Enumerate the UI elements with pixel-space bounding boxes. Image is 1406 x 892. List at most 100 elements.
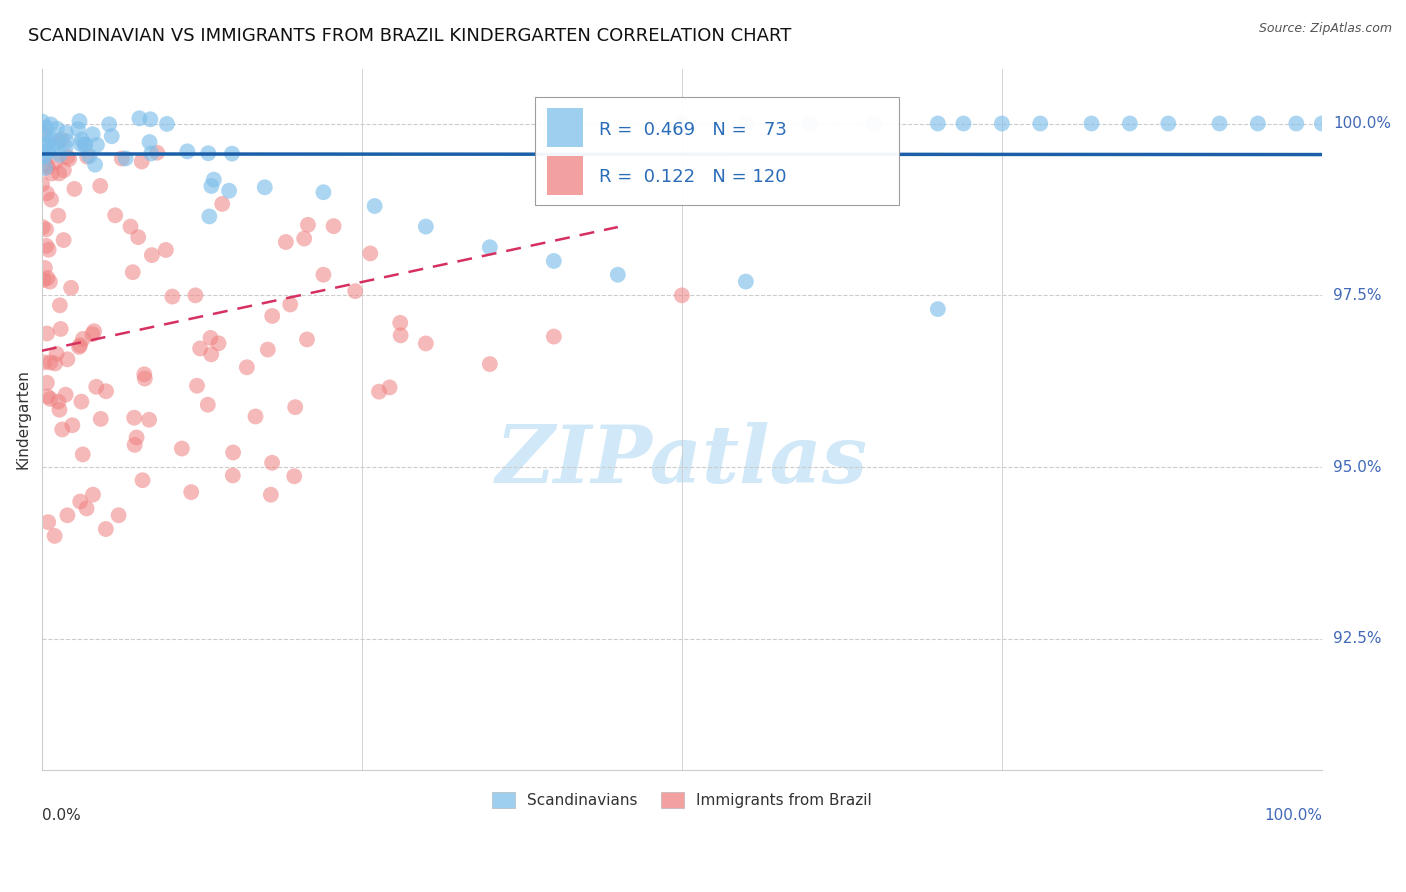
Point — [86, 137, 108, 152]
Point — [37, 160, 59, 174]
Point — [111, 152, 134, 166]
Point — [262, 456, 284, 470]
Text: ZIPatlas: ZIPatlas — [496, 423, 868, 500]
Point — [31, 114, 53, 128]
Point — [606, 268, 628, 282]
Point — [46, 209, 69, 223]
Point — [76, 501, 98, 516]
FancyBboxPatch shape — [534, 96, 900, 205]
Point — [146, 145, 169, 160]
Point — [128, 112, 150, 126]
Point — [1157, 116, 1180, 130]
Point — [131, 473, 153, 487]
Point — [389, 328, 412, 343]
Point — [107, 508, 129, 523]
Point — [211, 197, 233, 211]
Point — [34, 149, 56, 163]
Point — [104, 208, 127, 222]
Point — [89, 178, 111, 193]
Point — [256, 343, 278, 357]
Point — [73, 137, 96, 152]
Point — [991, 116, 1014, 130]
Point — [200, 331, 222, 345]
Point — [139, 112, 162, 127]
Point — [76, 150, 98, 164]
Point — [37, 389, 59, 403]
Point — [39, 355, 62, 369]
Point — [41, 132, 63, 146]
Point — [69, 338, 91, 352]
Point — [60, 281, 83, 295]
Point — [39, 392, 62, 406]
Point — [188, 342, 211, 356]
Point — [127, 230, 149, 244]
Point — [952, 116, 974, 130]
Point — [186, 378, 208, 392]
Text: 0.0%: 0.0% — [42, 808, 80, 823]
Point — [138, 413, 160, 427]
FancyBboxPatch shape — [547, 156, 583, 194]
Point — [344, 284, 367, 298]
Point — [48, 402, 70, 417]
Point — [38, 243, 60, 257]
Point — [70, 132, 93, 146]
Point — [283, 469, 305, 483]
Point — [35, 137, 58, 152]
Point — [278, 297, 301, 311]
Point — [34, 161, 56, 175]
Point — [39, 193, 62, 207]
Point — [222, 445, 245, 459]
Point — [292, 231, 315, 245]
Point — [35, 376, 58, 390]
Point — [56, 508, 79, 523]
Point — [69, 114, 91, 128]
Point — [134, 368, 156, 382]
Text: R =  0.122   N = 120: R = 0.122 N = 120 — [599, 169, 786, 186]
Point — [378, 380, 401, 394]
Point — [100, 129, 122, 144]
Point — [295, 333, 318, 347]
Point — [141, 248, 163, 262]
Point — [1285, 116, 1308, 130]
Point — [155, 243, 177, 257]
Point — [79, 149, 101, 163]
Point — [48, 148, 70, 162]
Point — [543, 329, 565, 343]
Point — [478, 357, 501, 371]
Point — [1119, 116, 1142, 130]
Point — [37, 144, 59, 158]
Point — [124, 438, 146, 452]
Point — [1310, 116, 1333, 130]
Point — [45, 155, 67, 169]
Point — [253, 180, 276, 194]
Point — [284, 400, 307, 414]
Point — [35, 186, 58, 201]
Point — [180, 485, 202, 500]
Point — [927, 302, 949, 317]
Text: SCANDINAVIAN VS IMMIGRANTS FROM BRAZIL KINDERGARTEN CORRELATION CHART: SCANDINAVIAN VS IMMIGRANTS FROM BRAZIL K… — [28, 27, 792, 45]
Point — [37, 271, 59, 285]
Point — [38, 135, 60, 149]
Point — [863, 116, 886, 130]
Point — [82, 488, 104, 502]
Point — [207, 336, 229, 351]
Point — [32, 355, 55, 369]
Point — [67, 340, 90, 354]
Point — [134, 371, 156, 385]
Point — [184, 288, 207, 302]
Point — [671, 116, 693, 130]
Legend: Scandinavians, Immigrants from Brazil: Scandinavians, Immigrants from Brazil — [486, 787, 877, 814]
Point — [415, 219, 437, 234]
Point — [31, 150, 53, 164]
Point — [70, 137, 93, 152]
Point — [41, 166, 63, 180]
Point — [1080, 116, 1102, 130]
Point — [543, 254, 565, 268]
Point — [56, 150, 79, 164]
Point — [734, 275, 756, 289]
Point — [82, 127, 104, 141]
Point — [56, 352, 79, 367]
Point — [55, 387, 77, 401]
Point — [221, 146, 243, 161]
Point — [170, 442, 193, 456]
